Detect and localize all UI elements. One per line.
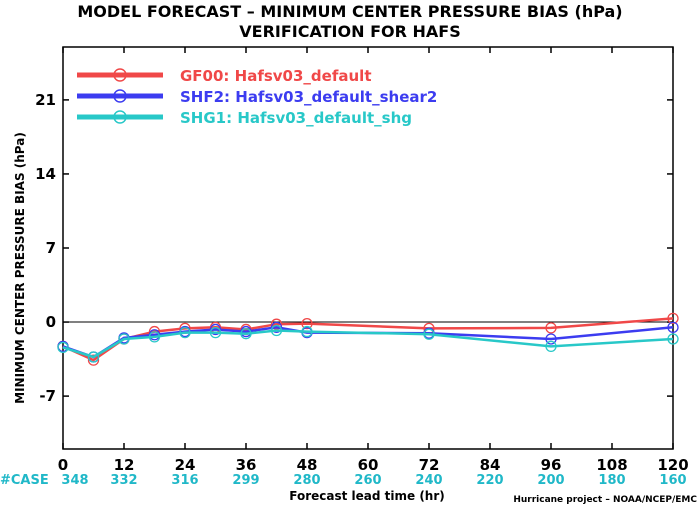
data-point (87, 351, 100, 363)
plot-area: -7 0 7 14 21 0 12 24 36 48 60 72 84 96 108 120 (35, 46, 689, 474)
x-tick-label: 120 (657, 456, 688, 474)
series-layer (57, 312, 679, 366)
x-tick-label: 36 (236, 456, 257, 474)
x-axis: 0 12 24 36 48 60 72 84 96 108 120 (58, 47, 689, 474)
x-tick-label: 0 (58, 456, 68, 474)
x-tick-label: 60 (358, 456, 379, 474)
data-point (179, 326, 191, 339)
chart-title: MODEL FORECAST – MINIMUM CENTER PRESSURE… (77, 2, 622, 21)
data-point (667, 321, 679, 333)
legend-label: GF00: Hafsv03_default (180, 67, 371, 85)
legend-label: SHG1: Hafsv03_default_shg (180, 109, 412, 127)
case-count: 316 (171, 473, 198, 488)
data-point (545, 322, 557, 334)
case-count: 220 (476, 473, 503, 488)
chart-subtitle: VERIFICATION FOR HAFS (239, 22, 460, 41)
case-count: 299 (232, 473, 259, 488)
y-axis: -7 0 7 14 21 (35, 91, 673, 405)
x-tick-label: 96 (541, 456, 562, 474)
data-point (545, 340, 557, 353)
data-point (270, 321, 283, 333)
x-tick-label: 24 (175, 456, 196, 474)
x-tick-label: 108 (596, 456, 627, 474)
case-count: 260 (354, 473, 381, 488)
y-tick-label: 0 (46, 313, 56, 331)
data-point (118, 333, 130, 345)
legend-marker (113, 68, 127, 82)
y-tick-label: -7 (39, 387, 56, 405)
series-0 (57, 312, 679, 366)
case-label: #CASE (0, 473, 49, 488)
x-axis-label: Forecast lead time (hr) (289, 489, 445, 503)
data-point (545, 333, 557, 345)
data-point (423, 328, 435, 340)
credit-text: Hurricane project – NOAA/NCEP/EMC (513, 495, 697, 505)
y-axis-label: MINIMUM CENTER PRESSURE BIAS (hPa) (13, 132, 27, 404)
case-count: 348 (61, 473, 88, 488)
data-point (667, 312, 679, 325)
case-count: 240 (415, 473, 442, 488)
legend: GF00: Hafsv03_default SHF2: Hafsv03_defau… (77, 67, 437, 127)
legend-marker (113, 110, 127, 124)
y-tick-label: 21 (35, 91, 56, 109)
data-point (301, 325, 313, 338)
data-point (301, 317, 313, 330)
data-point (270, 318, 283, 330)
x-tick-label: 84 (480, 456, 501, 474)
data-point (87, 354, 100, 366)
case-count: 160 (659, 473, 686, 488)
data-point (148, 331, 161, 343)
legend-label: SHF2: Hafsv03_default_shear2 (180, 88, 437, 106)
data-point (667, 333, 679, 345)
case-count: 200 (537, 473, 564, 488)
y-tick-label: 7 (46, 239, 56, 257)
data-point (57, 341, 69, 354)
plot-frame (62, 46, 674, 450)
x-tick-label: 48 (297, 456, 318, 474)
x-tick-label: 12 (114, 456, 135, 474)
case-count: 280 (293, 473, 320, 488)
series-2 (57, 324, 679, 363)
data-point (209, 323, 222, 336)
data-point (270, 324, 283, 337)
legend-marker (113, 89, 127, 103)
case-count: 332 (110, 473, 137, 488)
data-point (209, 326, 222, 339)
case-count-row: #CASE 348 332 316 299 280 260 240 220 200 180 160 (0, 473, 687, 488)
y-tick-label: 14 (35, 165, 56, 183)
x-tick-label: 72 (419, 456, 440, 474)
case-count: 180 (598, 473, 625, 488)
series-line (62, 329, 674, 359)
data-point (240, 328, 252, 340)
